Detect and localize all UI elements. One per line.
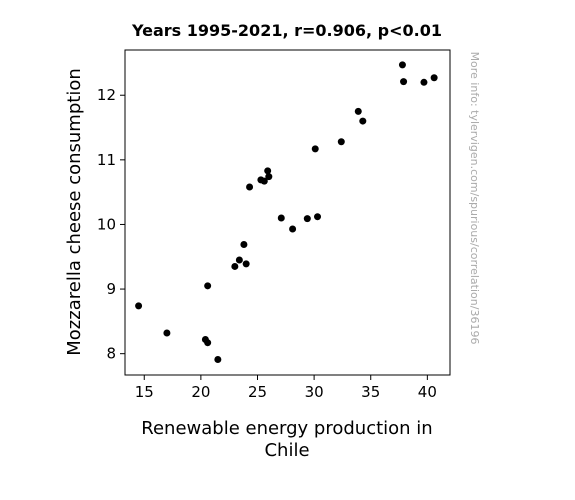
axis-ticks: 15 20 25 30 35 40 8 9 10 11 12 (97, 86, 437, 401)
data-point (303, 215, 311, 223)
data-point (204, 282, 212, 290)
x-axis-label-line-1: Renewable energy production in (141, 418, 432, 439)
x-tick-label: 20 (191, 383, 210, 401)
data-points (135, 61, 438, 363)
data-point (231, 262, 239, 270)
x-tick-label: 35 (361, 383, 380, 401)
y-tick-label: 11 (97, 151, 116, 169)
y-tick-label: 9 (106, 280, 116, 298)
data-point (246, 183, 254, 191)
data-point (420, 78, 428, 86)
y-tick-label: 10 (97, 215, 116, 233)
data-point (265, 173, 273, 181)
x-tick-label: 25 (248, 383, 267, 401)
data-point (242, 260, 250, 268)
data-point (314, 213, 322, 221)
data-point (277, 214, 285, 222)
plot-frame (124, 49, 451, 376)
data-point (235, 256, 243, 264)
data-point (430, 74, 438, 82)
data-point (204, 339, 212, 347)
data-point (264, 167, 272, 175)
x-tick-label: 40 (418, 383, 437, 401)
data-point (311, 145, 319, 153)
watermark-text: More info: tylervigen.com/spurious/corre… (468, 52, 481, 345)
data-point (398, 61, 406, 69)
chart-title: Years 1995-2021, r=0.906, p<0.01 (131, 21, 442, 40)
y-axis-label: Mozzarella cheese consumption (64, 68, 85, 355)
data-point (260, 177, 268, 185)
data-point (400, 78, 408, 86)
data-point (359, 117, 367, 125)
x-tick-label: 30 (305, 383, 324, 401)
data-point (289, 225, 297, 233)
data-point (135, 302, 143, 310)
data-point (163, 329, 171, 337)
data-point (214, 355, 222, 363)
data-point (337, 138, 345, 146)
x-tick-label: 15 (135, 383, 154, 401)
x-axis-label-line-2: Chile (264, 440, 309, 461)
y-tick-label: 8 (106, 345, 116, 363)
y-tick-label: 12 (97, 86, 116, 104)
data-point (240, 240, 248, 248)
data-point (354, 107, 362, 115)
